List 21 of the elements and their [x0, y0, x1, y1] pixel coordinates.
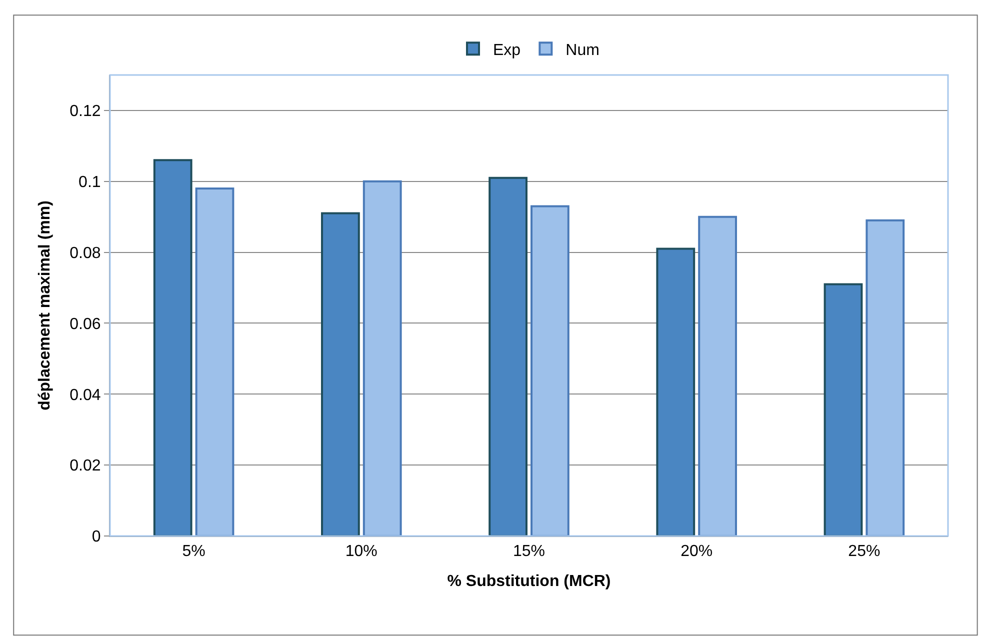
- bar: [656, 248, 696, 536]
- legend-label: Num: [566, 42, 600, 59]
- legend-label: Exp: [493, 42, 521, 59]
- x-tick-label: 15%: [512, 543, 546, 560]
- x-tick-label: 5%: [182, 543, 206, 560]
- bar: [321, 212, 360, 536]
- x-tick-label: 20%: [680, 543, 713, 560]
- y-tick-label: 0.02: [70, 458, 101, 475]
- bar: [153, 159, 192, 536]
- y-axis-title: déplacement maximal (mm): [36, 200, 54, 410]
- y-tick-label: 0: [92, 528, 101, 546]
- y-tick-label: 0.04: [70, 386, 101, 404]
- x-tick-label: 10%: [345, 543, 378, 560]
- bar: [488, 176, 528, 536]
- x-axis-title: % Substitution (MCR): [447, 572, 611, 590]
- y-tick-label: 0.12: [70, 103, 101, 120]
- bar: [824, 283, 863, 536]
- x-tick-label: 25%: [848, 543, 880, 560]
- y-tick-label: 0.08: [70, 244, 101, 262]
- y-tick-label: 0.06: [70, 316, 101, 333]
- y-tick-label: 0.1: [78, 174, 101, 191]
